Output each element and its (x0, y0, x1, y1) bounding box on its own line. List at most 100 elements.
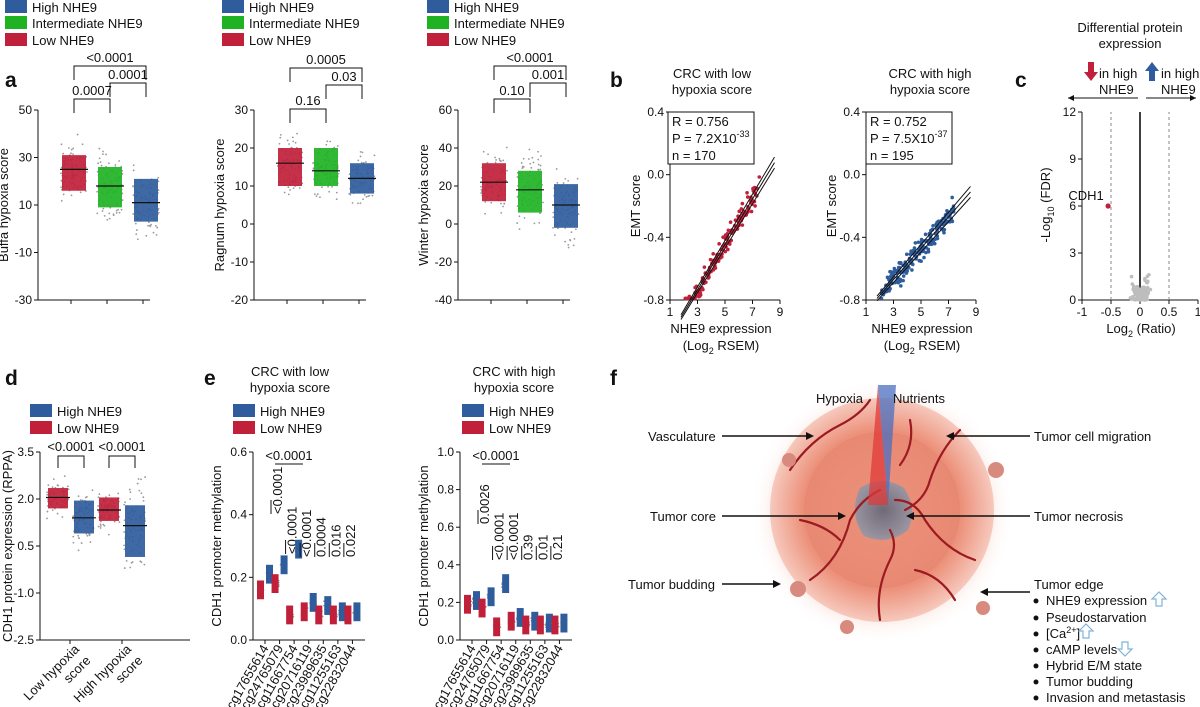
volcano-title: Differential protein expression (1077, 20, 1182, 51)
box-low (315, 605, 323, 625)
box-low (507, 611, 515, 631)
data-point (51, 509, 54, 512)
box-intermediate (98, 167, 122, 208)
x-tick-label: 9 (777, 305, 784, 319)
data-point (531, 156, 534, 159)
data-point (553, 234, 556, 236)
data-point (157, 176, 160, 179)
x-tick-label: -0.5 (1101, 305, 1122, 319)
bullet-calcium: [Ca2+] (1046, 625, 1080, 641)
data-point (99, 527, 102, 529)
data-point (518, 228, 521, 230)
data-point (371, 194, 374, 197)
tumor-edge-bullets: NHE9 expression Pseudostarvation [Ca2+] … (1033, 591, 1186, 705)
stats-p-exp: -37 (934, 129, 947, 139)
volcano-right-label-line2: NHE9 (1161, 82, 1196, 97)
volcano-direction-labels: in high NHE9 in high NHE9 (1068, 62, 1199, 101)
box-high (295, 539, 303, 559)
data-point (132, 194, 135, 197)
y-tick-label: 0.0 (647, 168, 664, 182)
volcano-right-label-line1: in high (1161, 66, 1199, 81)
data-point (1136, 295, 1141, 299)
data-point (51, 486, 54, 488)
data-point (942, 230, 946, 235)
data-point (922, 255, 926, 260)
data-point (288, 143, 290, 145)
box-low (300, 602, 308, 622)
data-point (1131, 294, 1135, 299)
data-point (61, 516, 64, 518)
legend-swatch-high (5, 0, 27, 13)
legend-e1: High NHE9 Low NHE9 (233, 404, 325, 436)
data-point (500, 211, 503, 214)
data-point (528, 148, 531, 151)
stats-n: n = 195 (870, 148, 914, 163)
y-tick-label: 0.2 (230, 570, 247, 584)
y-tick-label: 20 (439, 179, 453, 193)
data-point (516, 176, 519, 178)
data-point (106, 218, 109, 221)
data-point (136, 482, 139, 485)
data-point (77, 534, 80, 537)
data-point (897, 277, 902, 281)
legend-label-high: High NHE9 (249, 0, 314, 15)
data-point (99, 523, 102, 526)
vessel (808, 488, 882, 582)
data-point (919, 259, 923, 263)
legend-e2: High NHE9 Low NHE9 (462, 404, 554, 436)
significance-bracket (73, 98, 111, 113)
xlabel-log: (Log (884, 338, 910, 353)
p-value-label: 0.022 (343, 524, 358, 557)
y-tick-label: -30 (15, 293, 33, 307)
data-point (60, 172, 62, 175)
legend-label-intermediate: Intermediate NHE9 (249, 16, 360, 31)
legend-label-low: Low NHE9 (454, 33, 516, 48)
xlabel-sub: 2 (910, 346, 915, 356)
data-point (1142, 293, 1146, 298)
data-point (745, 195, 750, 199)
data-point (502, 205, 505, 208)
data-point (62, 193, 65, 196)
p-value-label: 0.10 (499, 83, 524, 98)
data-point (683, 296, 688, 301)
legend-label-low: Low NHE9 (489, 421, 551, 436)
p-value-label: 0.21 (550, 535, 565, 560)
data-point (362, 198, 364, 201)
data-point (574, 228, 577, 231)
data-point (60, 179, 63, 182)
data-point (56, 512, 59, 515)
data-point (114, 164, 117, 166)
legend-a3: High NHE9 Intermediate NHE9 Low NHE9 (427, 0, 565, 48)
data-point (570, 231, 573, 233)
data-point (72, 153, 74, 155)
nutrient-gradient-wedge (878, 385, 896, 505)
data-point (291, 136, 294, 139)
data-point (102, 150, 104, 153)
data-point (97, 496, 100, 499)
arrowhead-icon (838, 512, 846, 520)
title-line1: CRC with high (472, 364, 555, 379)
p-value-label: 0.01 (535, 535, 550, 560)
significance-bracket (108, 455, 136, 468)
data-point (1132, 288, 1136, 292)
data-point (539, 212, 541, 215)
y-axis-label: Winter hypoxia score (416, 144, 431, 265)
data-point (120, 208, 123, 211)
x-tick-label: 3 (890, 305, 897, 319)
regression-line (680, 156, 775, 315)
data-point (363, 194, 366, 196)
ylabel-log: -Log (1038, 216, 1053, 242)
x-tick-label: 0.5 (1161, 305, 1178, 319)
y-tick-label: 10 (19, 198, 33, 212)
box-intermediate (314, 148, 338, 186)
data-point (1145, 285, 1150, 290)
x-tick-label: 9 (973, 305, 980, 319)
necrosis-label: Tumor necrosis (1034, 509, 1124, 524)
bullet-dot (1033, 598, 1039, 604)
data-point (567, 243, 570, 246)
data-point (530, 166, 533, 169)
data-point (108, 162, 110, 165)
xlabel-sub: 2 (1128, 329, 1133, 339)
